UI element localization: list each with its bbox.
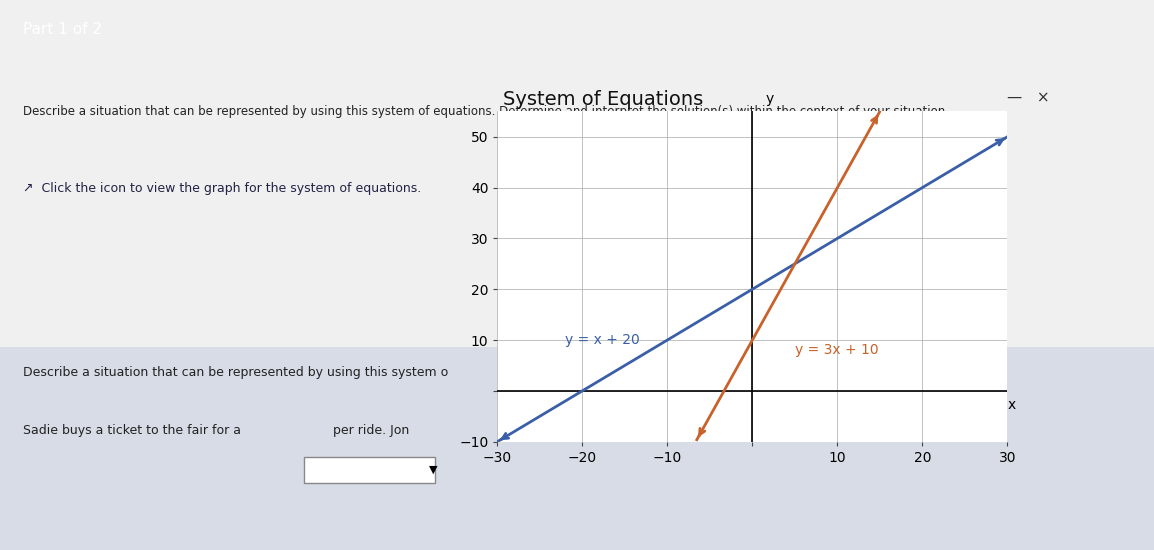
Text: x: x xyxy=(1007,398,1016,411)
Text: —   ×: — × xyxy=(1007,90,1050,105)
Text: Describe a situation that can be represented by using this system o: Describe a situation that can be represe… xyxy=(23,366,449,379)
FancyBboxPatch shape xyxy=(0,346,1154,550)
Text: y = x + 20: y = x + 20 xyxy=(565,333,640,347)
Text: ▼: ▼ xyxy=(429,465,437,475)
Text: Describe a situation that can be represented by using this system of equations. : Describe a situation that can be represe… xyxy=(23,104,949,118)
Text: ↗  Click the icon to view the graph for the system of equations.: ↗ Click the icon to view the graph for t… xyxy=(23,182,421,195)
FancyBboxPatch shape xyxy=(304,457,435,483)
Text: System of Equations: System of Equations xyxy=(503,90,704,109)
Text: Part 1 of 2: Part 1 of 2 xyxy=(23,22,102,37)
Text: Sadie buys a ticket to the fair for a                       per ride. Jon: Sadie buys a ticket to the fair for a pe… xyxy=(23,424,410,437)
Text: y: y xyxy=(765,92,773,106)
Text: y = 3x + 10: y = 3x + 10 xyxy=(795,343,878,357)
